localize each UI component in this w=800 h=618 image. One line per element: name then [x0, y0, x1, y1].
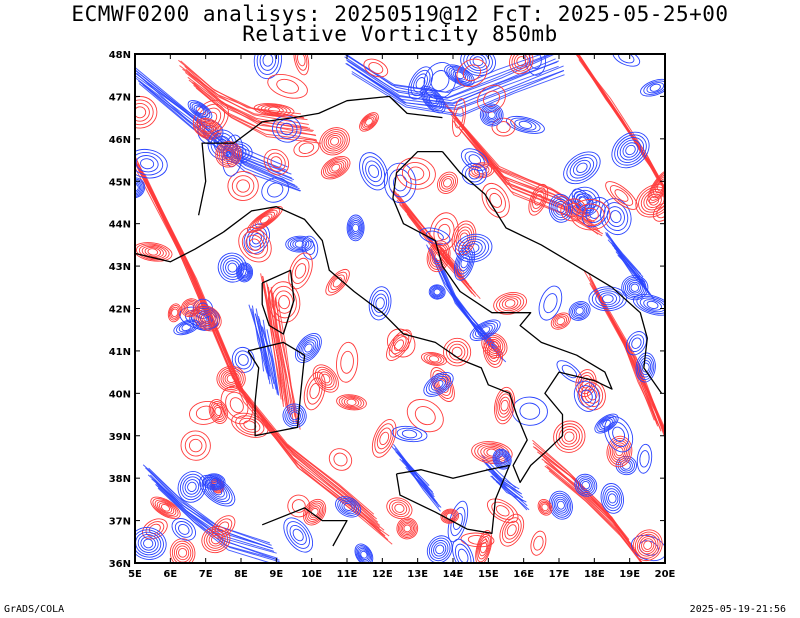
- lat-tick-label: 41N: [109, 347, 131, 358]
- coastline: [135, 95, 663, 547]
- lat-tick-label: 42N: [109, 305, 131, 316]
- lat-tick-label: 38N: [109, 474, 131, 485]
- lon-tick-label: 14E: [443, 569, 464, 580]
- longitude-axis: 5E 6E 7E 8E 9E 10E 11E 12E 13E 14E 15E 16E 17E 18E 19E…: [128, 54, 676, 580]
- map-subtitle: Relative Vorticity 850mb: [242, 22, 558, 46]
- latitude-axis: 36N 37N 38N 39N 40N 41N 42N 43N 44N 45N 46N 47N 48N: [109, 50, 665, 570]
- lat-tick-label: 44N: [109, 220, 131, 231]
- lat-tick-label: 48N: [109, 50, 131, 61]
- lon-tick-label: 19E: [619, 569, 640, 580]
- lon-tick-label: 17E: [549, 569, 570, 580]
- lon-tick-label: 6E: [163, 569, 177, 580]
- lat-tick-label: 47N: [109, 92, 131, 103]
- lon-tick-label: 11E: [337, 569, 358, 580]
- vorticity-contours: [135, 54, 665, 563]
- lon-tick-label: 8E: [234, 569, 248, 580]
- lat-tick-label: 37N: [109, 517, 131, 528]
- lon-tick-label: 13E: [407, 569, 428, 580]
- lon-tick-label: 10E: [301, 569, 322, 580]
- lon-tick-label: 18E: [584, 569, 605, 580]
- lon-tick-label: 20E: [655, 569, 676, 580]
- lon-tick-label: 5E: [128, 569, 142, 580]
- lon-tick-label: 16E: [513, 569, 534, 580]
- map-title: ECMWF0200 analisys: 20250519@12 FcT: 202…: [71, 2, 729, 26]
- lat-tick-label: 45N: [109, 177, 131, 188]
- lon-tick-label: 15E: [478, 569, 499, 580]
- lon-tick-label: 12E: [372, 569, 393, 580]
- lon-tick-label: 7E: [199, 569, 213, 580]
- timestamp-label: 2025-05-19-21:56: [689, 604, 786, 615]
- lat-tick-label: 40N: [109, 389, 131, 400]
- lat-tick-label: 36N: [109, 559, 131, 570]
- credit-label: GrADS/COLA: [4, 604, 65, 615]
- lat-tick-label: 39N: [109, 432, 131, 443]
- lon-tick-label: 9E: [269, 569, 283, 580]
- lat-tick-label: 46N: [109, 135, 131, 146]
- lat-tick-label: 43N: [109, 262, 131, 273]
